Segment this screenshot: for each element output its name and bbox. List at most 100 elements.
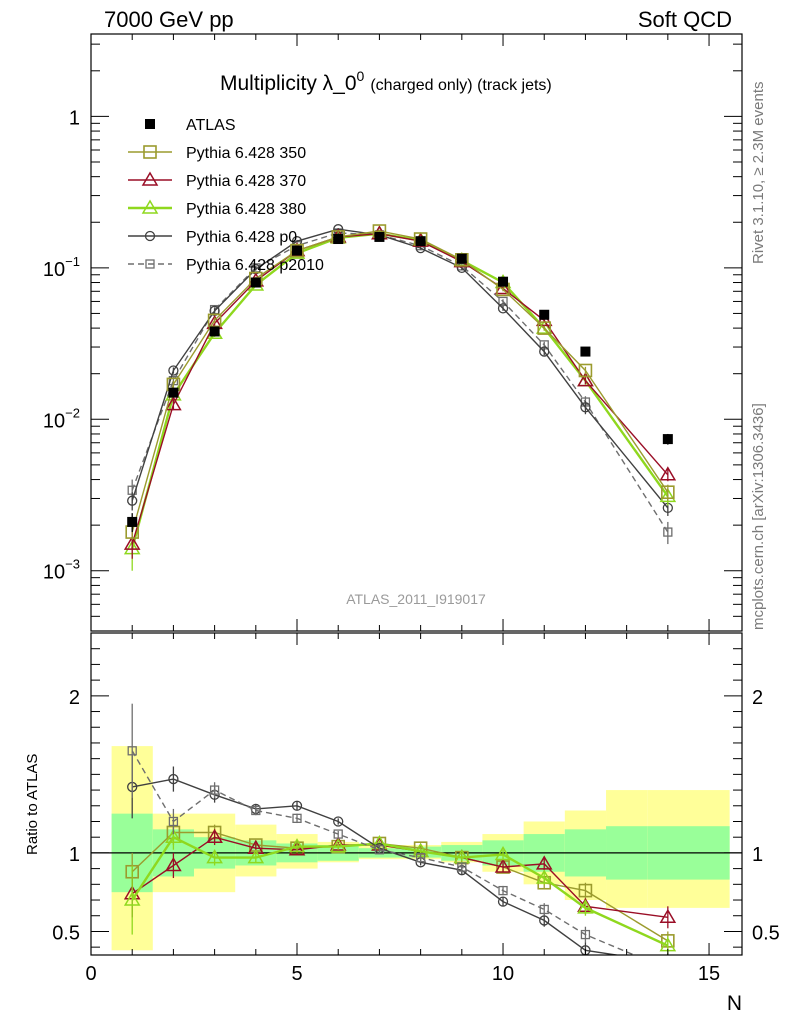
- main-atlas-point: [415, 236, 426, 247]
- legend-marker: [145, 259, 155, 269]
- header-right: Soft QCD: [638, 7, 732, 32]
- main-p370-line: [131, 232, 669, 545]
- main-p350-point: [537, 321, 552, 335]
- main-atlas-point: [498, 276, 509, 287]
- ratio-p380-point: [123, 891, 141, 906]
- legend-label: Pythia 6.428 370: [186, 173, 306, 190]
- x-tick-label: 5: [291, 963, 302, 985]
- ratio-p370-point: [329, 836, 347, 851]
- y-tick-base: 10: [43, 410, 65, 432]
- ratio-y-axis-label: Ratio to ATLAS: [24, 754, 41, 855]
- ratio-p2010-point: [539, 904, 549, 915]
- main-atlas-point: [333, 234, 344, 245]
- main-p350-point: [207, 313, 222, 328]
- ratio-p370-point: [494, 858, 512, 873]
- ratio-y-tick-label: 1: [69, 844, 80, 866]
- main-atlas-point: [292, 245, 303, 256]
- main-p370: [123, 225, 677, 559]
- x-tick-label: 15: [698, 963, 720, 985]
- main-p370-point: [659, 466, 677, 481]
- legend-label: ATLAS: [186, 117, 236, 134]
- ratio-p0-point: [497, 896, 509, 907]
- x-axis-label: N: [727, 992, 742, 1015]
- main-p0-point: [539, 346, 550, 357]
- ratio-p2010-point: [333, 829, 343, 839]
- y-tick-label: 10−1: [43, 254, 80, 281]
- legend-marker: [143, 145, 157, 159]
- ratio-p0-point: [168, 773, 179, 785]
- y-tick-label: 1: [69, 107, 80, 129]
- main-atlas-point: [127, 516, 138, 527]
- main-atlas-point: [168, 387, 179, 398]
- ratio-p0-point: [539, 915, 550, 926]
- ratio-p2010-point: [580, 929, 591, 940]
- ratio-y-tick-label-right: 0.5: [752, 922, 780, 944]
- ratio-p380-point: [165, 828, 182, 843]
- main-p380-point: [535, 319, 553, 334]
- ratio-y-tick-label: 0.5: [52, 922, 80, 944]
- ratio-p380-point: [288, 838, 306, 853]
- legend-entry-p2010: Pythia 6.428 p2010: [128, 257, 324, 274]
- ratio-plot-frame: [90, 632, 743, 956]
- main-p0-point: [497, 303, 509, 314]
- legend-marker: [145, 119, 155, 129]
- ratio-p370-point: [659, 908, 677, 924]
- main-p0-point: [168, 365, 179, 376]
- legend: ATLAS Pythia 6.428 350 Pythia 6.428 370 Pyt…: [128, 117, 324, 274]
- ratio-p2010-point: [498, 885, 508, 896]
- main-p370-point: [123, 535, 141, 550]
- y-tick-exponent: −2: [65, 405, 80, 420]
- ratio-p2010-point: [168, 816, 179, 827]
- ratio-p2010-point: [374, 845, 385, 855]
- main-p0-point: [580, 402, 591, 413]
- ratio-p2010-point: [209, 785, 220, 795]
- legend-entry-p0: Pythia 6.428 p0: [128, 229, 297, 246]
- main-atlas-point: [580, 346, 591, 357]
- ratio-p370-point: [535, 855, 553, 870]
- main-atlas-point: [539, 309, 550, 320]
- ratio-p380-point: [577, 899, 594, 914]
- ratio-p2010-point: [251, 805, 261, 816]
- ratio-p0-point: [663, 958, 672, 967]
- main-p350-point: [290, 243, 304, 258]
- ratio-p0-point: [291, 800, 303, 811]
- rivet-version-label: Rivet 3.1.10, ≥ 2.3M events: [750, 82, 767, 265]
- main-axes: 10−310−210−11: [43, 34, 742, 632]
- main-p350: [125, 224, 675, 540]
- title-main: Multiplicity λ_0: [220, 72, 357, 95]
- legend-label: Pythia 6.428 380: [186, 201, 306, 218]
- ratio-p2010-point: [457, 862, 467, 872]
- main-p380: [123, 225, 677, 571]
- legend-marker: [144, 230, 156, 242]
- legend-label: Pythia 6.428 p2010: [186, 257, 324, 274]
- ratio-p380-point: [494, 845, 512, 861]
- main-p350-point: [661, 485, 675, 500]
- main-p370-point: [165, 396, 182, 411]
- ratio-p350-point: [578, 883, 593, 898]
- legend-label: Pythia 6.428 p0: [186, 229, 297, 246]
- ratio-p2010-point: [127, 746, 137, 756]
- ratio-axes: 0 5 10 15 0.5 0.5 1 1 2 2: [52, 633, 780, 985]
- ratio-p380-point: [329, 838, 347, 853]
- main-atlas-point: [456, 253, 467, 264]
- ratio-p2010: [127, 703, 636, 955]
- main-p0-point: [127, 495, 138, 506]
- legend-entry-p370: Pythia 6.428 370: [128, 171, 306, 190]
- y-tick-base: 10: [43, 562, 65, 584]
- ratio-p2010-point: [415, 852, 426, 863]
- y-tick-exponent: −3: [65, 557, 80, 572]
- y-tick-label: 10−3: [43, 557, 80, 584]
- main-p2010-point: [498, 296, 508, 307]
- legend-entry-p380: Pythia 6.428 380: [128, 199, 306, 218]
- ratio-p380-point: [247, 849, 265, 864]
- legend-entry-p350: Pythia 6.428 350: [128, 145, 306, 162]
- main-atlas-point: [209, 326, 220, 337]
- y-tick-base: 1: [69, 107, 80, 129]
- legend-label: Pythia 6.428 350: [186, 145, 306, 162]
- ratio-y-tick-label: 2: [69, 687, 80, 709]
- main-p2010-point: [663, 527, 673, 537]
- main-atlas-point: [374, 231, 385, 242]
- main-atlas-point: [250, 277, 261, 288]
- main-p380-point: [659, 487, 677, 503]
